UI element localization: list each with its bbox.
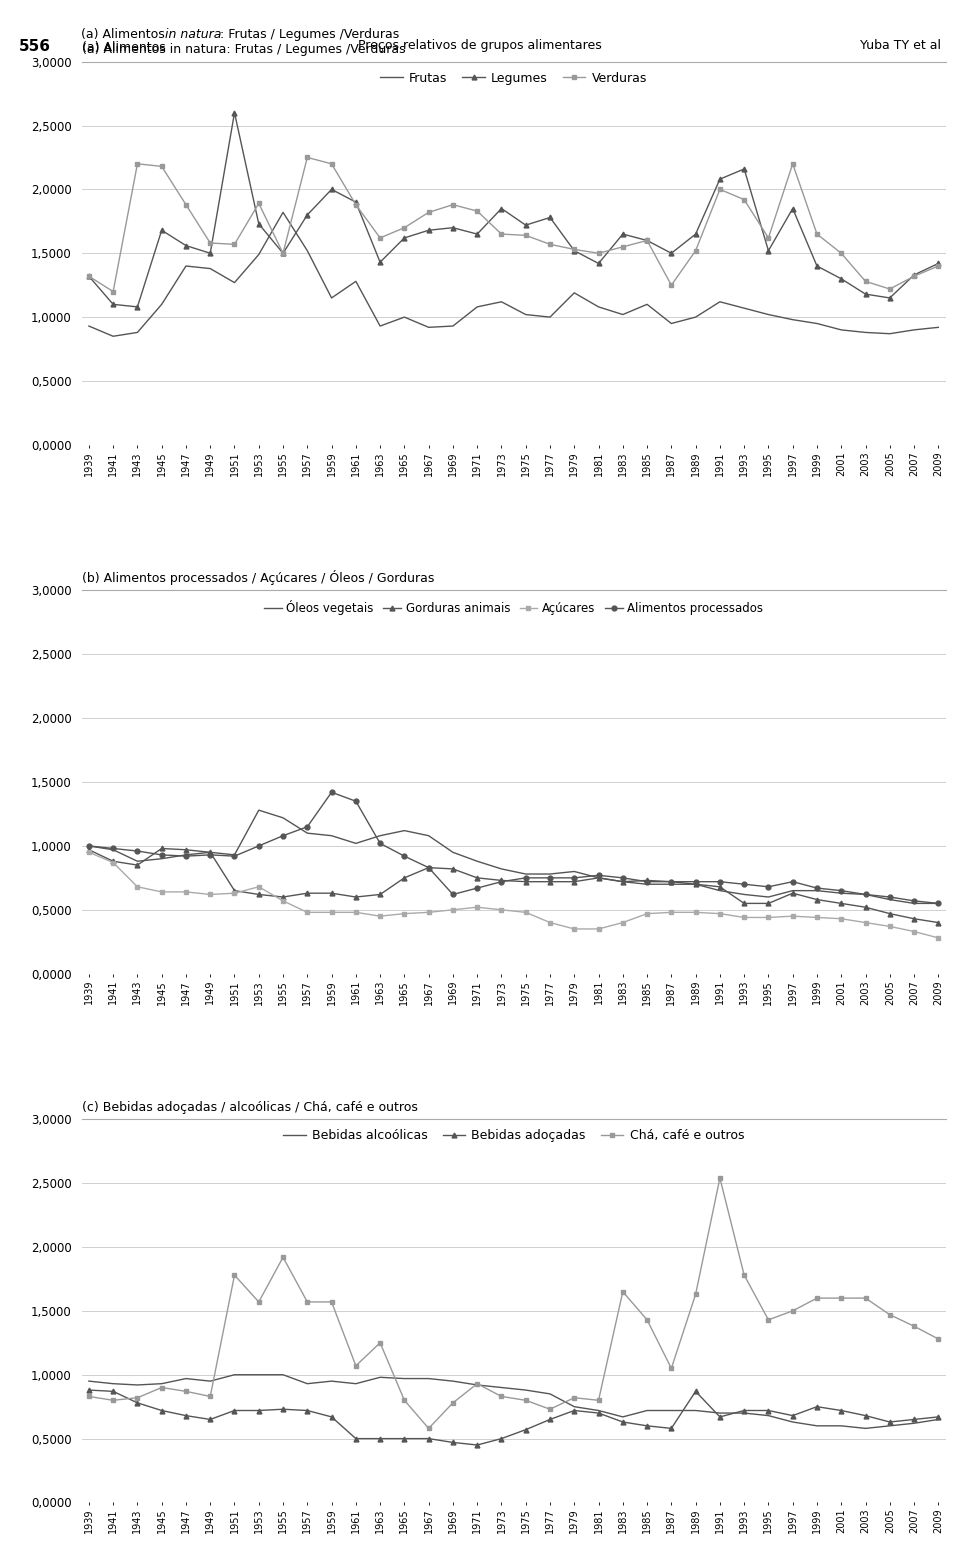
Legend: Bebidas alcoólicas, Bebidas adoçadas, Chá, café e outros: Bebidas alcoólicas, Bebidas adoçadas, Ch… (279, 1125, 748, 1147)
Legend: Óleos vegetais, Gorduras animais, Açúcares, Alimentos processados: Óleos vegetais, Gorduras animais, Açúcar… (260, 596, 767, 618)
Text: : Frutas / Legumes /Verduras: : Frutas / Legumes /Verduras (220, 28, 399, 40)
Text: Yuba TY et al: Yuba TY et al (860, 39, 941, 51)
Text: (a) Alimentos: (a) Alimentos (81, 28, 169, 40)
Text: (c) Bebidas adoçadas / alcoólicas / Chá, café e outros: (c) Bebidas adoçadas / alcoólicas / Chá,… (82, 1100, 418, 1114)
Text: in natura: in natura (165, 28, 222, 40)
Text: (a) Alimentos: (a) Alimentos (82, 42, 169, 54)
Text: (a) Alimentos ​​​​​​​​​​​​​​in natura: Frutas / Legumes /Verduras: (a) Alimentos ​​​​​​​​​​​​​​in natura: F… (82, 43, 405, 57)
Text: (b) Alimentos processados / Açúcares / Óleos / Gorduras: (b) Alimentos processados / Açúcares / Ó… (82, 570, 434, 586)
Text: 556: 556 (19, 39, 51, 54)
Text: Preços relativos de grupos alimentares: Preços relativos de grupos alimentares (358, 39, 602, 51)
Legend: Frutas, Legumes, Verduras: Frutas, Legumes, Verduras (376, 68, 651, 88)
